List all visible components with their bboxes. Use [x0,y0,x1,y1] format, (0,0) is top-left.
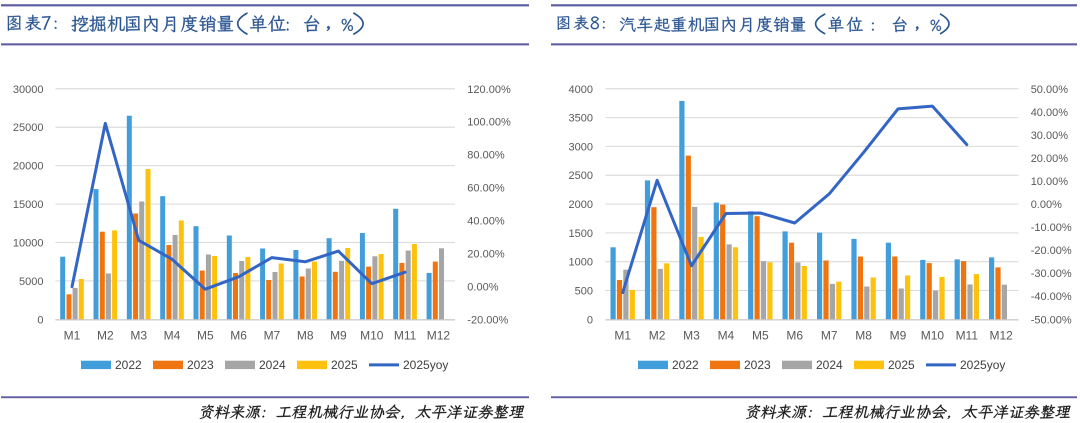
svg-text:2025: 2025 [888,358,915,372]
svg-text:M6: M6 [230,329,247,343]
svg-text:10000: 10000 [13,238,44,250]
svg-text:M2: M2 [649,329,666,343]
svg-text:20.00%: 20.00% [1031,153,1069,165]
svg-text:M7: M7 [821,329,838,343]
svg-text:M10: M10 [360,329,384,343]
svg-text:0: 0 [587,314,593,326]
svg-text:100.00%: 100.00% [467,117,511,129]
svg-text:2023: 2023 [187,358,214,372]
svg-text:M1: M1 [614,329,631,343]
svg-text:2022: 2022 [672,358,699,372]
svg-text:M9: M9 [330,329,347,343]
svg-text:-20.00%: -20.00% [1031,245,1072,257]
svg-text:25000: 25000 [13,122,44,134]
svg-text:M4: M4 [164,329,181,343]
svg-text:M10: M10 [921,329,945,343]
svg-text:0.00%: 0.00% [467,281,498,293]
svg-text:-40.00%: -40.00% [1031,291,1072,303]
svg-text:80.00%: 80.00% [467,150,505,162]
svg-text:0.00%: 0.00% [1031,199,1062,211]
svg-text:M4: M4 [718,329,735,343]
svg-text:30000: 30000 [13,84,44,96]
svg-text:M3: M3 [683,329,700,343]
svg-text:M9: M9 [890,329,907,343]
svg-text:60.00%: 60.00% [467,183,505,195]
svg-text:5000: 5000 [19,276,43,288]
svg-text:50.00%: 50.00% [1031,84,1069,96]
svg-text:M1: M1 [64,329,81,343]
svg-text:40.00%: 40.00% [1031,107,1069,119]
svg-text:M6: M6 [786,329,803,343]
svg-text:4000: 4000 [569,84,593,96]
svg-text:-20.00%: -20.00% [467,314,508,326]
svg-text:2024: 2024 [816,358,843,372]
svg-text:2025: 2025 [331,358,358,372]
svg-text:2025yoy: 2025yoy [403,358,448,372]
svg-text:20000: 20000 [13,161,44,173]
svg-text:1000: 1000 [569,257,593,269]
svg-text:M11: M11 [394,329,417,343]
svg-text:M5: M5 [752,329,769,343]
svg-text:15000: 15000 [13,199,44,211]
svg-text:2000: 2000 [569,199,593,211]
svg-text:10.00%: 10.00% [1031,176,1069,188]
svg-text:M5: M5 [197,329,214,343]
svg-text:M11: M11 [956,329,979,343]
svg-text:M7: M7 [264,329,281,343]
svg-text:120.00%: 120.00% [467,84,511,96]
svg-text:3000: 3000 [569,141,593,153]
svg-text:2025yoy: 2025yoy [960,358,1005,372]
svg-text:M3: M3 [130,329,147,343]
svg-text:2023: 2023 [744,358,771,372]
svg-text:M8: M8 [855,329,872,343]
svg-text:2024: 2024 [259,358,286,372]
svg-text:40.00%: 40.00% [467,216,505,228]
svg-text:0: 0 [37,314,43,326]
svg-text:500: 500 [575,286,593,298]
svg-text:3500: 3500 [569,113,593,125]
svg-text:M12: M12 [990,329,1014,343]
svg-text:1500: 1500 [569,228,593,240]
svg-text:-30.00%: -30.00% [1031,268,1072,280]
svg-text:M12: M12 [427,329,451,343]
svg-text:2500: 2500 [569,170,593,182]
svg-text:M8: M8 [297,329,314,343]
svg-text:M2: M2 [97,329,114,343]
svg-text:-10.00%: -10.00% [1031,222,1072,234]
svg-text:20.00%: 20.00% [467,248,505,260]
svg-text:2022: 2022 [115,358,142,372]
svg-text:-50.00%: -50.00% [1031,314,1072,326]
svg-text:30.00%: 30.00% [1031,130,1069,142]
